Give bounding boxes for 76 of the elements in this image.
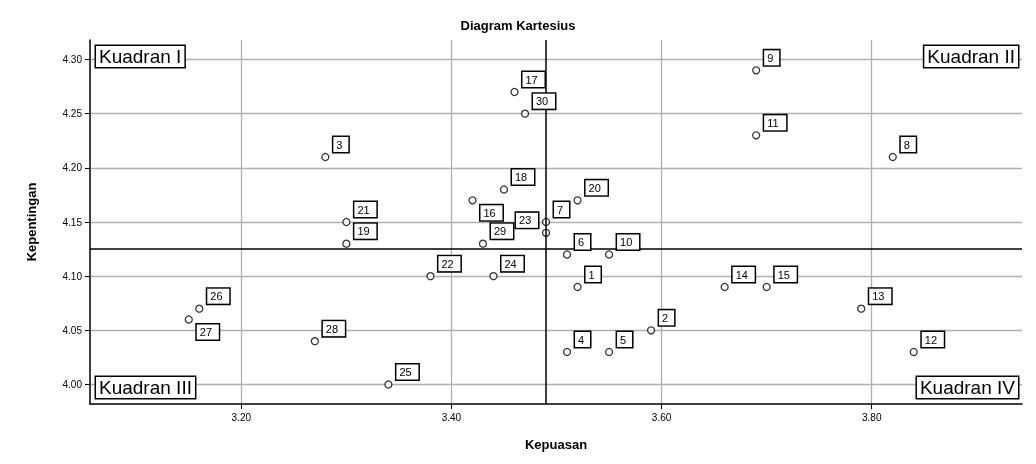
- annotation: 6: [578, 236, 585, 248]
- annotation: 3: [336, 138, 343, 151]
- chart-title: Diagram Kartesius: [460, 18, 576, 33]
- y-tick-label: 4.05: [62, 324, 83, 336]
- point: [321, 152, 330, 162]
- point: [195, 304, 204, 313]
- point: [499, 185, 509, 194]
- point: [604, 347, 614, 357]
- annotation: 5: [620, 333, 627, 346]
- annotation: 20: [588, 181, 601, 194]
- point: [520, 109, 530, 118]
- annotation: 25: [399, 366, 412, 378]
- annotation: Kuadran III: [99, 377, 192, 398]
- annotation: Kuadran IV: [919, 377, 1016, 398]
- point: [573, 196, 582, 205]
- x-tick-label: 3.60: [651, 411, 672, 423]
- annotation: 24: [504, 257, 517, 270]
- y-tick-label: 4.20: [62, 162, 83, 174]
- point: [426, 272, 435, 281]
- annotation: 26: [210, 290, 223, 303]
- y-tick-label: 4.00: [62, 379, 83, 390]
- point: [752, 131, 761, 140]
- y-tick-label: 4.10: [62, 270, 83, 282]
- x-tick-label: 3.80: [862, 411, 882, 423]
- point: [478, 239, 488, 248]
- point: [646, 326, 656, 335]
- point: [489, 272, 498, 281]
- annotation: 1: [588, 268, 595, 281]
- annotation: 16: [483, 206, 496, 219]
- point: [720, 282, 729, 292]
- point: [857, 304, 866, 313]
- annotation: 9: [767, 51, 774, 64]
- annotation: 2: [662, 311, 669, 324]
- point: [468, 196, 477, 205]
- annotation: 30: [536, 95, 549, 108]
- annotation: Kuadran I: [99, 46, 182, 67]
- point: [510, 87, 519, 97]
- y-axis-title: Kepentingan: [24, 182, 39, 262]
- annotation: 27: [199, 326, 213, 338]
- annotation: 21: [357, 203, 370, 216]
- annotation: 15: [777, 268, 790, 281]
- y-tick-label: 4.25: [62, 108, 83, 120]
- point: [909, 347, 918, 357]
- point: [310, 337, 320, 346]
- annotation: 19: [357, 225, 370, 238]
- point: [342, 239, 351, 248]
- point: [562, 250, 572, 259]
- point: [184, 315, 193, 324]
- point: [384, 380, 393, 389]
- point: [752, 66, 761, 75]
- point: [573, 282, 582, 292]
- y-tick-label: 4.30: [62, 54, 83, 65]
- point: [888, 152, 897, 162]
- y-tick-label: 4.15: [62, 216, 83, 228]
- annotation: 29: [493, 225, 507, 238]
- point: [604, 250, 614, 259]
- annotation: 10: [620, 236, 633, 248]
- annotation: 17: [525, 73, 538, 86]
- x-tick-label: 3.20: [231, 411, 252, 423]
- x-tick-label: 3.40: [441, 411, 462, 423]
- annotation: 18: [514, 171, 528, 183]
- point: [562, 347, 572, 357]
- annotation: 4: [578, 333, 585, 346]
- annotation: 12: [924, 333, 938, 346]
- annotation: 11: [767, 116, 779, 129]
- annotation: 7: [557, 203, 564, 216]
- annotation: 14: [735, 268, 748, 281]
- annotation: 13: [872, 290, 885, 303]
- point: [762, 282, 771, 292]
- annotation: 23: [519, 214, 532, 227]
- annotation: 28: [325, 322, 339, 335]
- annotation: 8: [903, 138, 910, 151]
- x-axis-title: Kepuasan: [524, 437, 588, 452]
- annotation: Kuadran II: [927, 46, 1015, 67]
- point: [342, 217, 351, 227]
- annotation: 22: [441, 257, 454, 270]
